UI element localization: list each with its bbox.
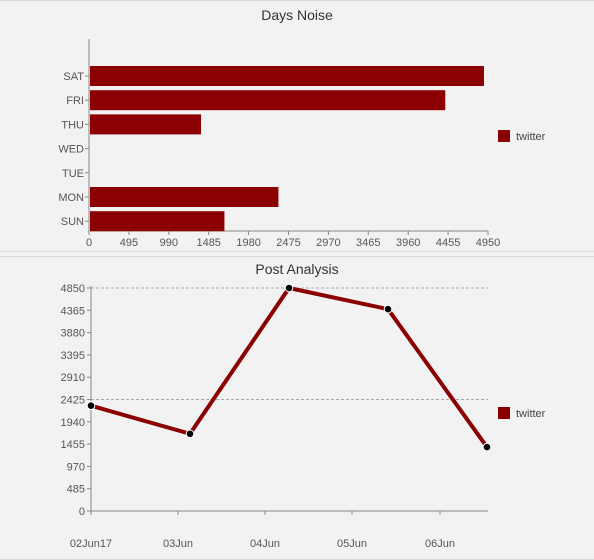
bar-sun (90, 211, 225, 232)
category-label: THU (61, 119, 84, 131)
post-analysis-panel: Post Analysis 4850 4365 3880 3395 2910 2425 19… (0, 256, 594, 560)
x-tick-label: 1980 (236, 237, 260, 249)
data-point (383, 304, 393, 314)
y-tick-label: 3880 (61, 328, 85, 340)
x-tick-label: 4455 (436, 237, 460, 249)
y-tick-label: 0 (79, 506, 85, 518)
legend-swatch (498, 407, 510, 419)
bar-sat (90, 66, 484, 86)
days-noise-panel: Days Noise SAT FRI THU WED TUE MON SUN 0 495 990 1… (0, 0, 594, 252)
x-tick-label: 0 (86, 237, 92, 249)
post-analysis-chart: 4850436538803395291024251940145597048500… (61, 283, 546, 550)
x-tick-label: 02Jun17 (70, 538, 112, 550)
x-tick-label: 1485 (196, 237, 220, 249)
series-line-twitter (90, 286, 489, 449)
post-analysis-title: Post Analysis (255, 261, 339, 277)
legend-swatch (498, 130, 510, 142)
y-tick-label: 1455 (61, 439, 85, 451)
x-tick-label: 2970 (316, 237, 340, 249)
bar-thu (90, 114, 202, 135)
x-tick-label: 04Jun (250, 538, 280, 550)
category-label: TUE (62, 168, 84, 180)
data-point (185, 429, 195, 439)
y-tick-label: 970 (67, 461, 85, 473)
x-tick-label: 3465 (356, 237, 380, 249)
y-tick-label: 4850 (61, 283, 85, 295)
legend-label: twitter (516, 131, 546, 143)
x-tick-label: 495 (120, 237, 138, 249)
data-point (284, 283, 294, 293)
y-tick-label: 2910 (61, 372, 85, 384)
y-tick-label: 4365 (61, 305, 85, 317)
x-tick-label: 2475 (276, 237, 300, 249)
y-tick-label: 2425 (61, 395, 85, 407)
category-label: SUN (61, 216, 84, 228)
x-tick-label: 4950 (476, 237, 500, 249)
days-noise-title: Days Noise (261, 7, 333, 23)
category-label: WED (58, 144, 84, 156)
bar-mon (90, 187, 279, 207)
category-label: SAT (63, 71, 84, 83)
category-label: FRI (66, 95, 84, 107)
x-tick-label: 06Jun (425, 538, 455, 550)
x-tick-label: 990 (160, 237, 178, 249)
x-tick-label: 3960 (396, 237, 420, 249)
x-tick-label: 03Jun (163, 538, 193, 550)
category-label: MON (58, 192, 84, 204)
y-tick-label: 1940 (61, 417, 85, 429)
y-tick-label: 485 (67, 484, 85, 496)
data-point (86, 401, 96, 411)
legend-label: twitter (516, 408, 546, 420)
y-tick-label: 3395 (61, 350, 85, 362)
x-tick-label: 05Jun (337, 538, 367, 550)
data-point (482, 442, 492, 452)
bar-fri (90, 90, 446, 111)
